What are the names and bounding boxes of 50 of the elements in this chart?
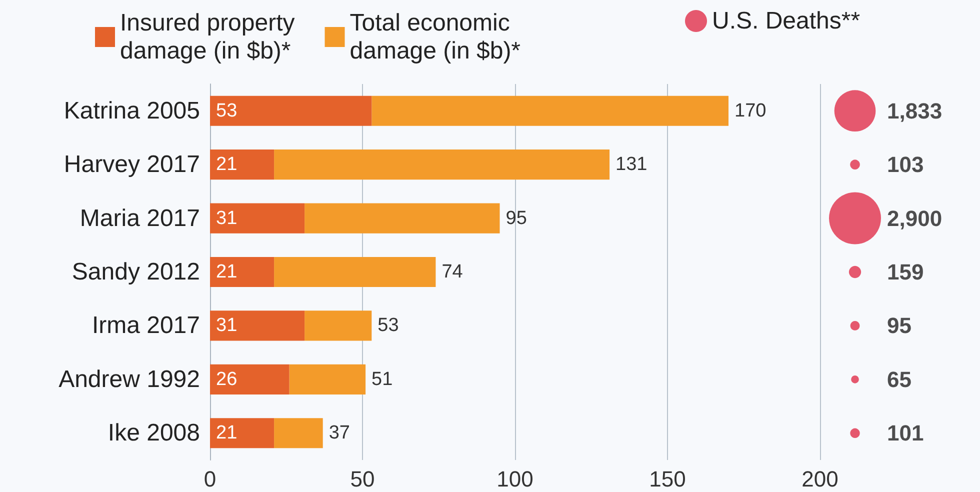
bar	[372, 96, 728, 126]
total-label: 131	[616, 154, 648, 176]
x-tick-label: 100	[496, 466, 534, 492]
y-tick-label: Katrina 2005	[64, 97, 200, 124]
x-tick-label: 200	[802, 466, 838, 492]
legend-label: U.S. Deaths**	[712, 8, 860, 34]
bar	[274, 418, 323, 448]
total-label: 37	[328, 422, 350, 444]
y-tick-label: Maria 2017	[80, 204, 200, 232]
bar	[289, 364, 366, 394]
bar	[210, 418, 274, 448]
bar	[274, 150, 610, 180]
total-label: 74	[442, 262, 464, 282]
data-label: 21	[216, 262, 238, 282]
total-label: 53	[378, 315, 399, 336]
data-label: 101	[887, 420, 924, 446]
data-label: 65	[887, 366, 912, 392]
data-label: 53	[216, 100, 238, 122]
data-label: 21	[216, 154, 238, 176]
total-label: 95	[506, 208, 527, 229]
y-tick-label: Irma 2017	[92, 312, 200, 340]
total-label: 51	[372, 368, 393, 390]
data-label: 31	[216, 208, 238, 229]
total-label: 170	[734, 100, 766, 122]
bar	[210, 203, 305, 234]
data-label: 26	[216, 368, 238, 390]
bar	[210, 364, 290, 394]
x-tick-label: 50	[350, 466, 375, 492]
data-label: 21	[216, 422, 238, 444]
bar	[274, 256, 436, 288]
y-tick-label: Andrew 1992	[58, 366, 200, 393]
y-tick-label: Ike 2008	[108, 420, 200, 447]
bar	[210, 96, 372, 126]
x-tick-label: 0	[204, 466, 216, 492]
bar	[304, 203, 500, 234]
data-label: 2,900	[887, 206, 942, 231]
legend-label: Total economic damage (in $b)*	[350, 10, 521, 64]
x-tick-label: 150	[649, 466, 686, 492]
legend-label: Insured property damage (in $b)*	[120, 10, 295, 64]
bar	[210, 310, 305, 341]
y-tick-label: Sandy 2012	[72, 258, 200, 286]
y-tick-label: Harvey 2017	[64, 151, 200, 178]
data-label: 103	[887, 152, 924, 178]
data-label: 31	[216, 315, 238, 336]
data-label: 159	[887, 260, 924, 284]
data-label: 95	[887, 313, 912, 338]
data-label: 1,833	[887, 98, 942, 124]
bar	[210, 150, 274, 180]
bar	[304, 310, 372, 341]
bar	[210, 256, 274, 288]
